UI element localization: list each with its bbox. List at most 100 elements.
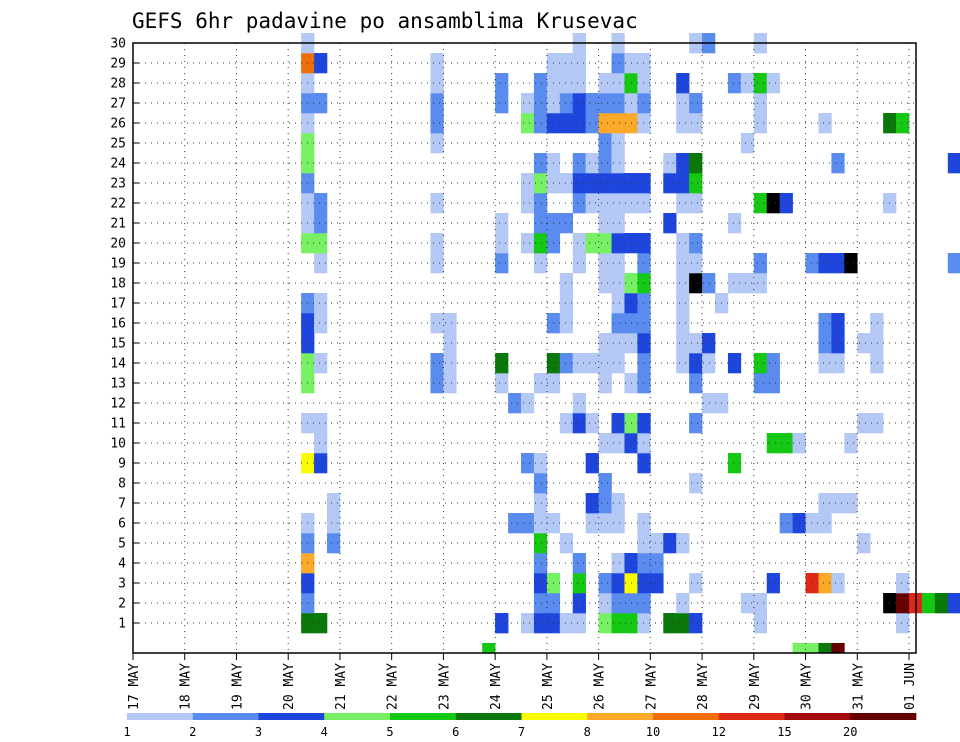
heatmap-cell [314,413,328,434]
y-tick-label: 11 [110,417,126,432]
x-tick-label: 22 MAY [386,663,401,710]
y-tick-label: 30 [110,37,126,52]
heatmap-cell [650,553,664,574]
heatmap-cell [689,193,703,214]
heatmap-cell [314,313,328,334]
heatmap-cell [314,253,328,274]
heatmap-cell [443,313,457,334]
heatmap-cell [598,593,612,614]
heatmap-cell [818,573,832,594]
heatmap-cell [818,353,832,374]
heatmap-cell [934,593,949,614]
heatmap-cell [314,193,328,214]
heatmap-cell [663,533,677,554]
heatmap-cell [559,93,574,114]
heatmap-cell [611,573,625,594]
heatmap-cell [727,213,742,234]
heatmap-cell [921,593,936,614]
heatmap-cell [521,613,535,634]
heatmap-cell [766,73,780,94]
heatmap-cell [831,573,845,594]
heatmap-cell [689,233,703,254]
heatmap-cell [766,433,780,454]
heatmap-cell [611,413,625,434]
heatmap-cell [650,533,664,554]
color-scale-label: 8 [584,725,591,739]
x-tick-label: 01 JUN [903,663,918,710]
heatmap-cell [689,473,703,494]
heatmap-cell [663,213,677,234]
heatmap-cell [779,433,793,454]
heatmap-cell [792,643,806,653]
heatmap-cell [521,93,535,114]
heatmap-cell [611,153,625,174]
y-tick-label: 8 [118,477,126,492]
heatmap-cell [663,173,677,194]
heatmap-cell [572,353,586,374]
color-scale-segment [718,713,785,720]
heatmap-cell [676,613,690,634]
color-scale-segment [653,713,720,720]
heatmap-cell [689,413,703,434]
x-tick-label: 18 MAY [179,663,194,710]
heatmap-cell [702,353,716,374]
heatmap-cell [637,353,651,374]
heatmap-cell [521,393,535,414]
bottom-row-cells [482,643,845,653]
y-tick-label: 14 [110,357,126,372]
heatmap-cell [495,93,509,114]
heatmap-cell [430,353,444,374]
heatmap-cell [637,533,651,554]
heatmap-cell [727,353,742,374]
heatmap-cell [559,293,574,314]
heatmap-cell [585,413,599,434]
heatmap-cell [598,73,612,94]
heatmap-cell [637,613,651,634]
heatmap-cell [637,53,651,74]
heatmap-cell [572,613,586,634]
heatmap-cell [676,593,690,614]
heatmap-cell [611,53,625,74]
y-tick-label: 26 [110,117,126,132]
heatmap-cell [314,53,328,74]
heatmap-cell [572,253,586,274]
heatmap-cell [521,113,535,134]
heatmap-cell [689,93,703,114]
heatmap-cell [637,113,651,134]
heatmap-cell [533,553,548,574]
heatmap-cell [327,513,341,534]
heatmap-cell [702,393,716,414]
heatmap-cell [572,413,586,434]
heatmap-cell [637,273,651,294]
heatmap-cell [689,613,703,634]
heatmap-cell [598,253,612,274]
color-scale-segment [587,713,654,720]
heatmap-cell [637,373,651,394]
heatmap-cell [495,73,509,94]
heatmap-cell [818,113,832,134]
heatmap-cell [430,233,444,254]
heatmap-cell [559,533,574,554]
heatmap-cell [831,333,845,354]
heatmap-cell [637,453,651,474]
heatmap-cell [314,213,328,234]
heatmap-cell [572,193,586,214]
heatmap-cell [559,413,574,434]
heatmap-cell [870,313,884,334]
heatmap-cell [572,153,586,174]
heatmap-cell [533,173,548,194]
heatmap-cell [611,333,625,354]
heatmap-cell [702,333,716,354]
heatmap-cell [533,473,548,494]
x-tick-label: 20 MAY [282,663,297,710]
heatmap-cell [559,113,574,134]
heatmap-cell [533,573,548,594]
heatmap-cell [559,613,574,634]
y-tick-label: 12 [110,397,126,412]
heatmap-cell [559,173,574,194]
heatmap-cell [753,93,768,114]
heatmap-cell [598,213,612,234]
heatmap-cell [947,253,960,274]
heatmap-cell [689,373,703,394]
heatmap-cell [857,333,871,354]
